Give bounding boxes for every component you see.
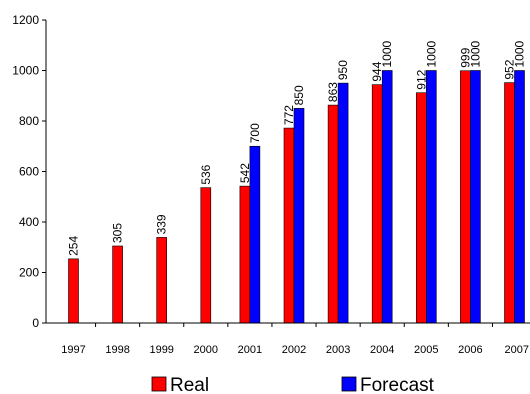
data-label-real: 542 (238, 163, 252, 183)
data-label-real: 999 (458, 47, 472, 67)
x-tick-label: 2000 (194, 344, 218, 356)
axes-layer (42, 19, 530, 327)
y-tick-label: 400 (19, 215, 39, 229)
y-tick-label: 1200 (12, 13, 39, 27)
data-label-forecast: 950 (336, 60, 350, 80)
bar-real (415, 92, 427, 324)
x-tick-label: 2005 (414, 344, 438, 356)
y-tick-label: 600 (19, 165, 39, 179)
bar-forecast (514, 70, 525, 324)
x-tick-label: 2002 (282, 344, 306, 356)
data-label-real: 952 (503, 59, 517, 79)
y-tick-label: 1000 (12, 64, 39, 78)
legend: Real Forecast (151, 375, 435, 394)
data-label-forecast: 700 (248, 123, 262, 143)
x-tick-label: 1997 (61, 344, 85, 356)
data-label-real: 912 (414, 69, 428, 89)
legend-label-forecast: Forecast (360, 375, 435, 394)
data-label-real: 254 (67, 236, 81, 256)
x-tick-label: 2006 (458, 344, 482, 356)
bar-real (68, 258, 79, 324)
bar-forecast (337, 82, 349, 324)
x-tick-label: 2004 (370, 344, 394, 356)
bar-real (200, 187, 212, 324)
legend-label-real: Real (170, 375, 209, 394)
bar-real (327, 104, 339, 324)
x-tick-label: 1998 (105, 344, 129, 356)
data-label-real: 339 (155, 214, 169, 234)
data-label-real: 305 (111, 223, 125, 243)
legend-swatch-real (151, 376, 167, 392)
data-label-real: 863 (326, 82, 340, 102)
bar-forecast (470, 70, 481, 324)
bar-forecast (381, 70, 393, 324)
bar-forecast (293, 108, 305, 324)
legend-swatch-forecast (341, 376, 357, 392)
y-tick-label: 0 (32, 316, 39, 330)
bar-real (460, 70, 471, 324)
x-tick-label: 2001 (238, 344, 262, 356)
data-label-real: 536 (199, 164, 213, 184)
data-label-forecast: 850 (292, 85, 306, 105)
data-label-forecast: 1000 (380, 40, 394, 67)
bars-layer (68, 70, 525, 324)
data-label-forecast: 1000 (424, 40, 438, 67)
labels-layer: 0 200 400 600 800 1000 1200 1997 1998 1999 2000 200… (12, 13, 529, 356)
bar-real (283, 127, 295, 324)
bar-real (371, 84, 383, 324)
bar-forecast (425, 70, 437, 324)
y-tick-label: 200 (19, 266, 39, 280)
x-tick-label: 2007 (505, 344, 529, 356)
x-tick-label: 2003 (326, 344, 350, 356)
x-tick-label: 1999 (149, 344, 173, 356)
y-tick-label: 800 (19, 114, 39, 128)
data-label-real: 944 (370, 61, 384, 81)
bar-real (156, 237, 167, 324)
bar-real (239, 185, 251, 324)
data-label-forecast: 1000 (468, 40, 482, 67)
data-label-real: 772 (282, 105, 296, 125)
bar-real (112, 245, 123, 324)
bar-real (504, 82, 515, 324)
data-label-forecast: 1000 (513, 40, 527, 67)
